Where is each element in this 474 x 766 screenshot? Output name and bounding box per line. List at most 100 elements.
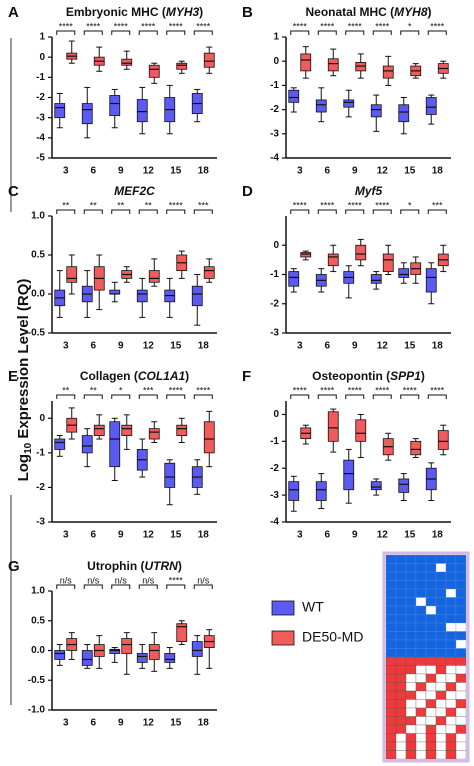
heatmap-cell <box>425 648 437 658</box>
title-part: ) <box>428 5 432 19</box>
heatmap-cell <box>435 707 447 717</box>
heatmap-cell <box>415 699 427 709</box>
heatmap-cell <box>435 605 447 615</box>
heatmap-cell <box>395 614 407 624</box>
heatmap-cell <box>425 554 437 564</box>
heatmap-cell <box>455 639 467 649</box>
y-tick-label: 1 <box>273 32 279 43</box>
significance-label: **** <box>169 21 184 31</box>
box <box>203 266 215 279</box>
heatmap-cell <box>425 673 437 683</box>
box <box>203 421 215 454</box>
box <box>355 244 367 261</box>
heatmap-cell <box>425 588 437 598</box>
y-tick-label: 0 <box>273 409 279 420</box>
box <box>121 638 133 654</box>
x-tick-label: 3 <box>297 530 303 541</box>
heatmap-cell <box>415 588 427 598</box>
heatmap-cell <box>395 699 407 709</box>
x-tick-label: 3 <box>63 530 69 541</box>
heatmap-cell <box>385 741 397 751</box>
box <box>191 285 203 307</box>
box <box>437 430 449 450</box>
x-tick-label: 15 <box>170 166 182 177</box>
box <box>355 419 367 442</box>
x-tick-label: 15 <box>170 341 182 352</box>
heatmap-cell <box>405 665 417 675</box>
significance-bracket <box>290 30 310 35</box>
box <box>148 64 160 78</box>
heatmap-cell <box>405 580 417 590</box>
box <box>300 252 312 258</box>
significance-label: **** <box>403 385 418 395</box>
heatmap-cell <box>445 733 457 743</box>
title-part: Embryonic MHC ( <box>66 5 166 19</box>
significance-label: **** <box>348 385 363 395</box>
heatmap-cell <box>455 554 467 564</box>
significance-label: n/s <box>115 575 128 585</box>
heatmap-cell <box>425 750 437 760</box>
heatmap-cell <box>435 571 447 581</box>
heatmap-cell <box>425 716 437 726</box>
significance-label: *** <box>198 200 209 210</box>
heatmap-cell <box>395 673 407 683</box>
x-tick-label: 18 <box>198 341 210 352</box>
title-part: Neonatal MHC ( <box>305 5 394 19</box>
x-tick-label: 6 <box>90 166 96 177</box>
heatmap-cell <box>425 571 437 581</box>
significance-bracket <box>193 209 213 214</box>
heatmap-cell <box>385 580 397 590</box>
heatmap-cell <box>385 639 397 649</box>
x-tick-label: 18 <box>198 166 210 177</box>
heatmap-cell <box>445 716 457 726</box>
significance-bracket <box>111 30 131 35</box>
y-tick-label: -1 <box>270 436 279 447</box>
heatmap-cell <box>455 656 467 666</box>
heatmap-cell <box>415 563 427 573</box>
heatmap-cell <box>425 563 437 573</box>
heatmap-cell <box>455 605 467 615</box>
box <box>288 271 300 287</box>
y-tick-label: 0.0 <box>31 645 45 656</box>
heatmap-cell <box>445 673 457 683</box>
box <box>315 99 327 113</box>
heatmap-cell <box>455 750 467 760</box>
title-part: ) <box>178 559 182 573</box>
x-tick-label: 9 <box>352 341 358 352</box>
heatmap-cell <box>385 733 397 743</box>
box <box>54 103 66 119</box>
significance-label: * <box>408 21 412 31</box>
heatmap-cell <box>385 614 397 624</box>
x-tick-label: 6 <box>90 530 96 541</box>
x-tick-label: 3 <box>297 341 303 352</box>
y-tick-label: -1 <box>36 447 45 458</box>
significance-bracket <box>166 394 186 399</box>
heatmap-cell <box>395 741 407 751</box>
heatmap-cell <box>455 614 467 624</box>
heatmap-cell <box>455 707 467 717</box>
box <box>109 421 121 468</box>
heatmap-cell <box>385 724 397 734</box>
heatmap-cell <box>425 631 437 641</box>
heatmap-cell <box>415 724 427 734</box>
significance-bracket <box>193 394 213 399</box>
heatmap-cell <box>385 605 397 615</box>
heatmap-cell <box>405 750 417 760</box>
heatmap-cell <box>455 631 467 641</box>
heatmap-cell <box>405 699 417 709</box>
heatmap-cell <box>435 580 447 590</box>
heatmap-cell <box>385 716 397 726</box>
heatmap-cell <box>435 682 447 692</box>
heatmap-cell <box>435 554 447 564</box>
heatmap-cell <box>415 597 427 607</box>
box <box>343 99 355 108</box>
heatmap-cell <box>455 563 467 573</box>
heatmap-cell <box>405 648 417 658</box>
title-part: Collagen ( <box>80 369 138 383</box>
significance-label: **** <box>320 200 335 210</box>
panel-title: Myf5 <box>355 184 383 198</box>
box <box>164 653 176 663</box>
heatmap-cell <box>425 665 437 675</box>
panel-label: F <box>242 368 251 385</box>
x-tick-label: 12 <box>143 341 155 352</box>
